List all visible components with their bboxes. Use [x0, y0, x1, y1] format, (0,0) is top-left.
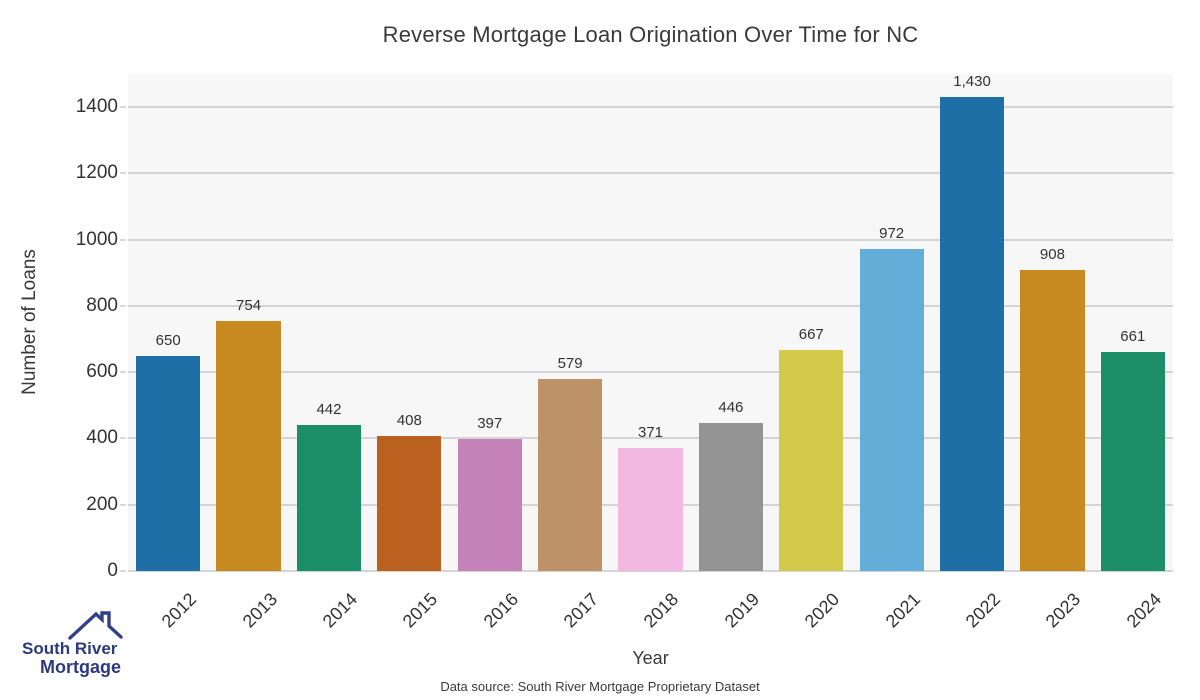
company-logo: South River Mortgage — [18, 610, 138, 677]
logo-text-line1: South River — [22, 639, 118, 658]
gridline-1400 — [128, 106, 1173, 109]
bar-value-2012: 650 — [155, 331, 181, 349]
bar-2022 — [939, 97, 1005, 571]
bar-value-2016: 397 — [477, 415, 503, 433]
chart-title: Reverse Mortgage Loan Origination Over T… — [382, 22, 919, 47]
bar-value-2018: 371 — [637, 424, 664, 442]
y-tick-label-1400: 1400 — [75, 96, 118, 118]
bar-2017 — [537, 379, 603, 571]
y-tick-label-1200: 1200 — [75, 162, 118, 184]
y-tick-mark — [120, 437, 126, 440]
logo-text-line2: Mortgage — [40, 657, 121, 677]
bar-2015 — [377, 435, 442, 571]
bar-value-2020: 667 — [798, 326, 824, 343]
y-axis-title: Number of Loans — [19, 249, 40, 395]
bar-value-2017: 579 — [557, 355, 583, 373]
gridline-400 — [128, 437, 1173, 440]
bar-2013 — [216, 321, 281, 571]
gridline-1200 — [128, 172, 1173, 175]
y-tick-label-400: 400 — [86, 427, 118, 449]
y-tick-mark — [120, 371, 126, 374]
x-axis-title: Year — [632, 648, 669, 668]
house-roof-icon — [68, 611, 123, 640]
bar-value-2023: 908 — [1039, 246, 1065, 264]
bar-value-2015: 408 — [396, 411, 422, 429]
gridline-0 — [128, 570, 1173, 572]
y-tick-mark — [120, 238, 126, 241]
x-tick-label-2012: 2012 — [157, 589, 201, 632]
bar-2021 — [859, 248, 924, 571]
bar-value-2022: 1,430 — [953, 73, 991, 91]
y-tick-mark — [120, 570, 126, 572]
x-tick-label-2021: 2021 — [881, 589, 924, 632]
plot-area — [120, 74, 1173, 572]
bar-value-2021: 972 — [879, 224, 905, 242]
y-tick-label-800: 800 — [86, 294, 118, 316]
x-tick-label-2017: 2017 — [559, 589, 603, 632]
x-tick-label-2022: 2022 — [961, 589, 1005, 632]
y-tick-mark — [120, 106, 126, 109]
bar-2014 — [296, 424, 362, 571]
bar-value-2014: 442 — [316, 400, 342, 418]
x-tick-label-2020: 2020 — [800, 589, 844, 632]
y-tick-label-0: 0 — [107, 560, 118, 581]
x-tick-label-2015: 2015 — [399, 589, 442, 632]
x-tick-label-2023: 2023 — [1042, 589, 1085, 632]
bar-2023 — [1020, 270, 1085, 571]
bar-2019 — [698, 423, 764, 571]
y-tick-mark — [120, 172, 126, 175]
x-tick-label-2018: 2018 — [640, 589, 683, 632]
x-tick-label-2016: 2016 — [479, 589, 522, 632]
bar-2024 — [1100, 352, 1165, 571]
data-source-note: Data source: South River Mortgage Propri… — [440, 679, 760, 694]
x-tick-label-2013: 2013 — [238, 589, 281, 632]
bar-2012 — [136, 355, 201, 571]
y-tick-label-600: 600 — [86, 361, 118, 383]
x-tick-label-2024: 2024 — [1122, 589, 1165, 632]
y-tick-mark — [120, 503, 126, 506]
gridline-1000 — [128, 238, 1173, 241]
y-tick-mark — [120, 304, 126, 307]
x-tick-label-2014: 2014 — [318, 589, 362, 632]
bar-2018 — [618, 448, 683, 571]
gridline-600 — [128, 371, 1173, 374]
y-tick-label-200: 200 — [86, 493, 118, 515]
bar-value-2019: 446 — [718, 399, 744, 417]
x-tick-label-2019: 2019 — [720, 589, 764, 632]
gridline-800 — [128, 304, 1173, 307]
y-tick-label-1000: 1000 — [75, 228, 118, 250]
bar-2020 — [779, 350, 844, 571]
bar-value-2013: 754 — [236, 297, 262, 315]
bar-value-2024: 661 — [1120, 327, 1146, 345]
bar-2016 — [457, 439, 522, 571]
